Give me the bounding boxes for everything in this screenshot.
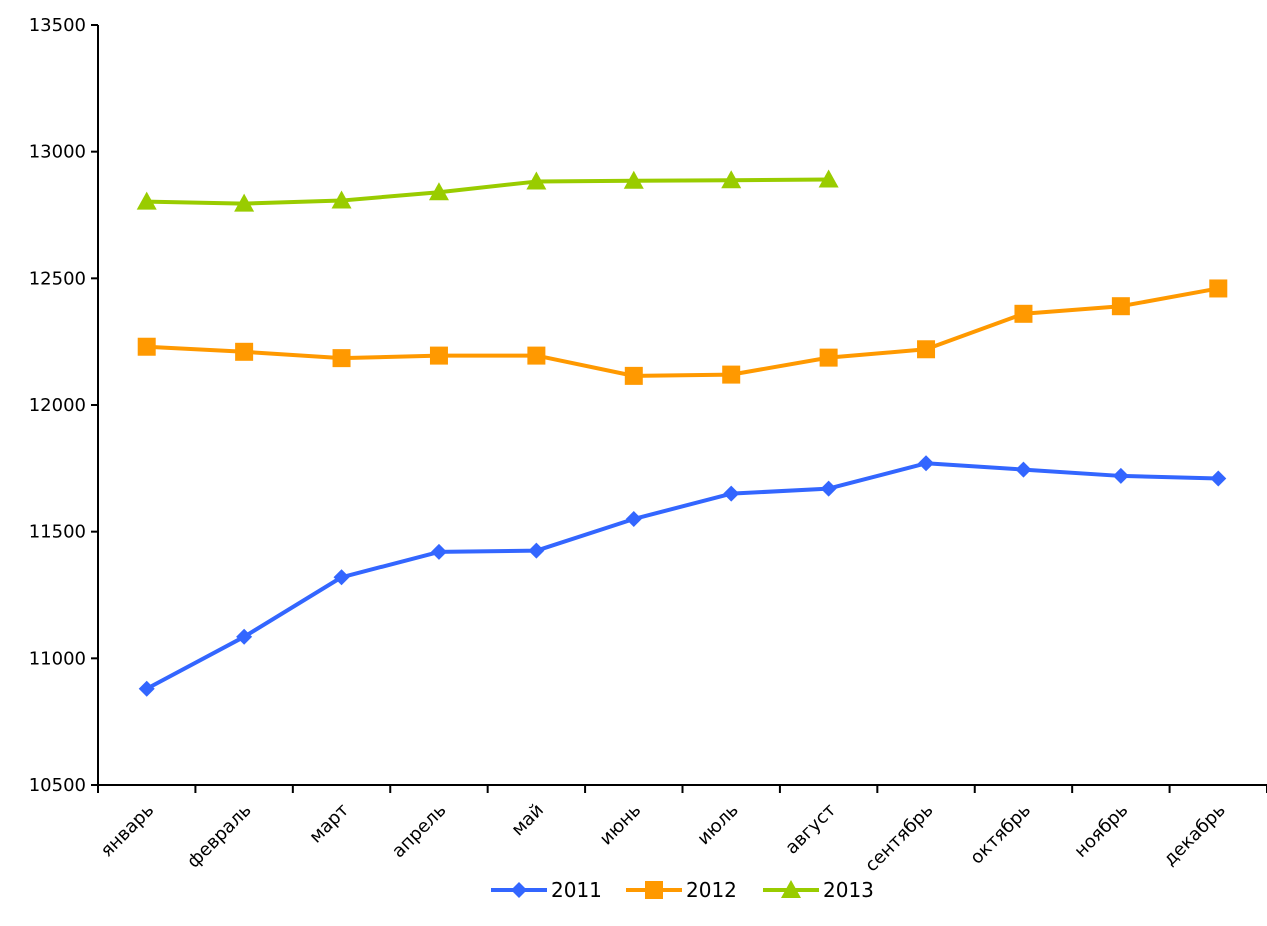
series-2013 bbox=[136, 169, 839, 212]
y-tick-label: 11000 bbox=[29, 648, 86, 669]
x-tick-label: июнь bbox=[596, 800, 646, 850]
x-tick-label: декабрь bbox=[1159, 800, 1229, 870]
data-point bbox=[820, 480, 837, 497]
x-tick-label: ноябрь bbox=[1070, 800, 1132, 862]
y-axis: 13500 13000 12500 12000 11500 11000 10500 bbox=[29, 15, 99, 796]
data-point bbox=[1210, 470, 1227, 487]
series-2011 bbox=[138, 455, 1227, 697]
data-point bbox=[1112, 467, 1129, 484]
x-tick-label: август bbox=[781, 800, 840, 859]
data-point bbox=[723, 485, 740, 502]
x-tick-label: апрель bbox=[388, 800, 451, 863]
data-point bbox=[138, 680, 155, 697]
x-tick-label: март bbox=[305, 800, 353, 848]
x-tick-label: январь bbox=[97, 800, 159, 862]
data-point bbox=[236, 628, 253, 645]
legend-marker bbox=[781, 880, 801, 898]
data-point bbox=[818, 169, 839, 188]
legend-item-2011: 2011 bbox=[491, 878, 602, 902]
data-point bbox=[918, 455, 935, 472]
x-tick-label: февраль bbox=[183, 800, 256, 873]
legend-label: 2013 bbox=[823, 878, 874, 902]
y-tick-label: 11500 bbox=[29, 522, 86, 543]
data-point bbox=[526, 171, 547, 190]
data-point bbox=[1111, 297, 1130, 316]
data-point bbox=[429, 346, 448, 365]
series-2012 bbox=[137, 279, 1228, 385]
data-point bbox=[1015, 461, 1032, 478]
y-tick-label: 10500 bbox=[29, 775, 86, 796]
y-tick-label: 12000 bbox=[29, 395, 86, 416]
legend-marker bbox=[511, 882, 527, 898]
data-point bbox=[137, 337, 156, 356]
data-point bbox=[623, 170, 644, 189]
x-tick-label: июль bbox=[693, 800, 742, 849]
y-tick-label: 12500 bbox=[29, 268, 86, 289]
data-point bbox=[331, 190, 352, 209]
data-point bbox=[136, 191, 157, 210]
legend: 2011 2012 2013 bbox=[491, 878, 874, 902]
y-tick-label: 13000 bbox=[29, 142, 86, 163]
series-line bbox=[146, 286, 1219, 378]
data-point bbox=[1014, 304, 1033, 323]
data-point bbox=[234, 193, 255, 212]
data-point bbox=[1209, 279, 1228, 298]
data-point bbox=[624, 366, 643, 385]
x-tick-label: май bbox=[507, 800, 548, 841]
data-point bbox=[430, 543, 447, 560]
data-point bbox=[721, 170, 742, 189]
data-point bbox=[528, 542, 545, 559]
legend-item-2013: 2013 bbox=[763, 878, 874, 902]
x-axis: январь февраль март апрель май июнь июль август… bbox=[97, 784, 1267, 877]
legend-label: 2012 bbox=[686, 878, 737, 902]
x-tick-label: октябрь bbox=[966, 800, 1035, 869]
y-tick-label: 13500 bbox=[29, 15, 86, 36]
series-line bbox=[145, 461, 1219, 691]
data-point bbox=[722, 365, 741, 384]
data-point bbox=[332, 349, 351, 368]
plot-series bbox=[136, 169, 1228, 697]
legend-label: 2011 bbox=[551, 878, 602, 902]
data-point bbox=[527, 346, 546, 365]
data-point bbox=[819, 348, 838, 367]
data-point bbox=[428, 182, 449, 201]
data-point bbox=[625, 511, 642, 527]
data-point bbox=[333, 569, 350, 586]
x-tick-label: сентябрь bbox=[861, 800, 938, 877]
data-point bbox=[917, 340, 936, 359]
legend-item-2012: 2012 bbox=[626, 878, 737, 902]
data-point bbox=[235, 342, 254, 361]
series-line bbox=[146, 177, 829, 206]
legend-marker bbox=[645, 881, 663, 899]
